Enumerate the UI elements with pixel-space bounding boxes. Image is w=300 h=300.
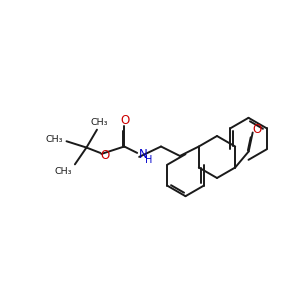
Text: O: O (252, 123, 261, 136)
Text: O: O (101, 149, 110, 162)
Text: CH₃: CH₃ (54, 167, 72, 176)
Text: H: H (145, 155, 152, 165)
Text: N: N (139, 148, 148, 161)
Text: O: O (121, 114, 130, 127)
Text: CH₃: CH₃ (90, 118, 108, 127)
Text: CH₃: CH₃ (46, 135, 63, 144)
